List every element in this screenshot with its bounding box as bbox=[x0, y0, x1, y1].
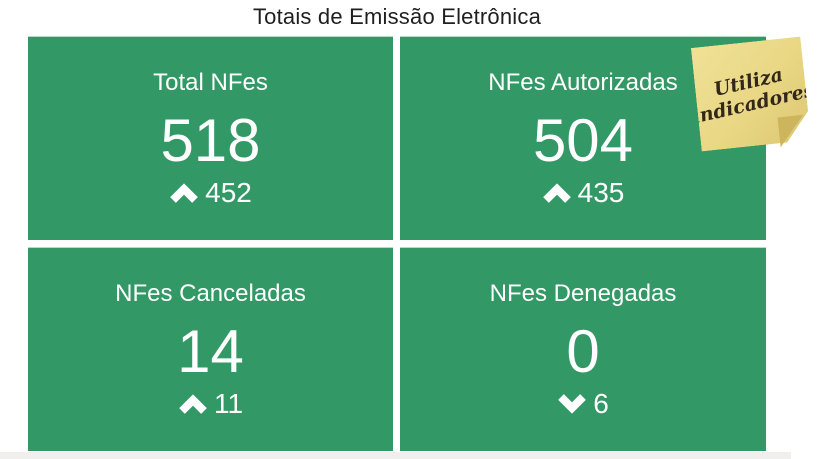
kpi-indicator: 11 bbox=[178, 388, 243, 420]
kpi-value: 14 bbox=[177, 317, 244, 385]
chevron-up-icon bbox=[178, 393, 208, 414]
bottom-strip bbox=[0, 452, 791, 459]
kpi-indicator-value: 11 bbox=[213, 387, 244, 419]
kpi-card-nfes-denegadas[interactable]: NFes Denegadas 0 6 bbox=[400, 247, 766, 451]
kpi-indicator: 435 bbox=[542, 176, 625, 209]
kpi-indicator: 6 bbox=[557, 388, 609, 420]
kpi-title: NFes Canceladas bbox=[115, 279, 306, 307]
sticky-note-fold bbox=[777, 114, 807, 148]
kpi-title: Total NFes bbox=[153, 68, 268, 96]
chevron-up-icon bbox=[542, 182, 572, 203]
page-title: Totais de Emissão Eletrônica bbox=[252, 4, 542, 29]
kpi-indicator-value: 435 bbox=[577, 176, 625, 208]
chevron-up-icon bbox=[169, 182, 199, 203]
kpi-title: NFes Denegadas bbox=[489, 279, 677, 307]
kpi-indicator-value: 452 bbox=[205, 176, 252, 208]
kpi-title: NFes Autorizadas bbox=[488, 68, 678, 96]
kpi-value: 504 bbox=[532, 106, 634, 174]
kpi-indicator: 452 bbox=[169, 177, 252, 209]
kpi-card-nfes-canceladas[interactable]: NFes Canceladas 14 11 bbox=[28, 247, 393, 451]
chevron-down-icon bbox=[557, 393, 587, 414]
kpi-indicator-value: 6 bbox=[593, 387, 609, 419]
kpi-value: 0 bbox=[566, 317, 600, 385]
kpi-value: 518 bbox=[160, 106, 261, 174]
kpi-card-total-nfes[interactable]: Total NFes 518 452 bbox=[28, 36, 393, 240]
